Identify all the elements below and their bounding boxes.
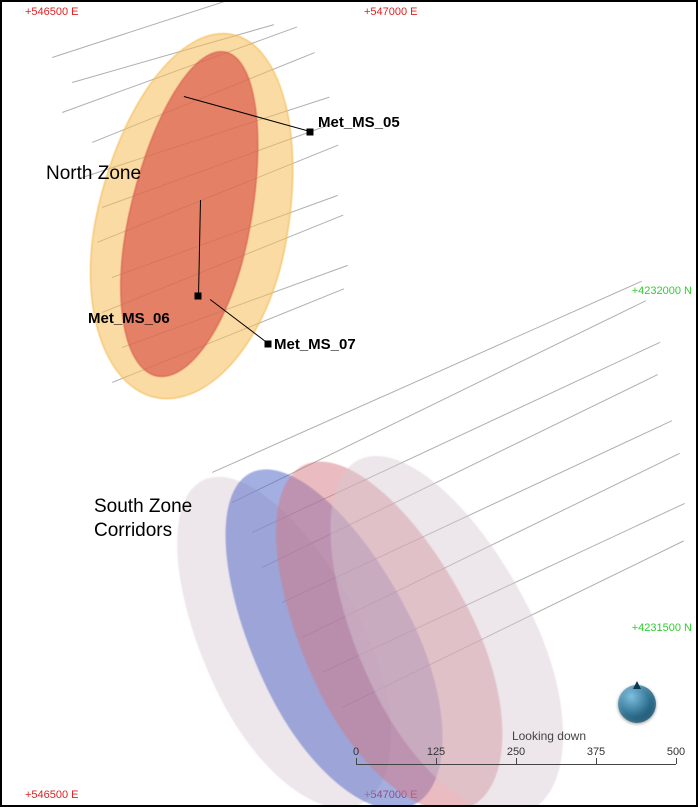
sample-label: Met_MS_06 <box>88 310 170 327</box>
scale-tick-label: 375 <box>587 746 605 758</box>
scale-bar: 0125250375500 <box>356 750 676 765</box>
scale-tick-label: 500 <box>667 746 685 758</box>
scale-tick <box>596 758 597 764</box>
south-zone-label-line2: Corridors <box>94 519 192 543</box>
map-frame: +546500 E+546500 E+547000 E+547000 E+547… <box>0 0 698 807</box>
scale-tick <box>356 758 357 764</box>
north-zone-label: North Zone <box>46 162 141 186</box>
south-zone-label: South ZoneCorridors <box>94 495 192 543</box>
sample-point <box>307 129 314 136</box>
grid-label-top: +546500 E <box>25 6 79 18</box>
grid-label-bottom: +546500 E <box>25 789 79 801</box>
compass-icon <box>618 685 656 723</box>
sample-label: Met_MS_05 <box>318 114 400 131</box>
sample-point <box>265 341 272 348</box>
grid-label-right: +4231500 N <box>632 622 692 634</box>
scale-bar-ticks: 0125250375500 <box>356 750 676 765</box>
scale-tick <box>516 758 517 764</box>
scale-tick-label: 125 <box>427 746 445 758</box>
south-zone-label-line1: South Zone <box>94 495 192 519</box>
grid-label-top: +547000 E <box>364 6 418 18</box>
view-direction-label: Looking down <box>512 729 586 743</box>
sample-point <box>195 293 202 300</box>
drill-trace <box>212 281 642 473</box>
scale-tick-label: 250 <box>507 746 525 758</box>
scale-tick-label: 0 <box>353 746 359 758</box>
sample-label: Met_MS_07 <box>274 336 356 353</box>
grid-label-right: +4232000 N <box>632 285 692 297</box>
scale-tick <box>436 758 437 764</box>
scale-tick <box>676 758 677 764</box>
